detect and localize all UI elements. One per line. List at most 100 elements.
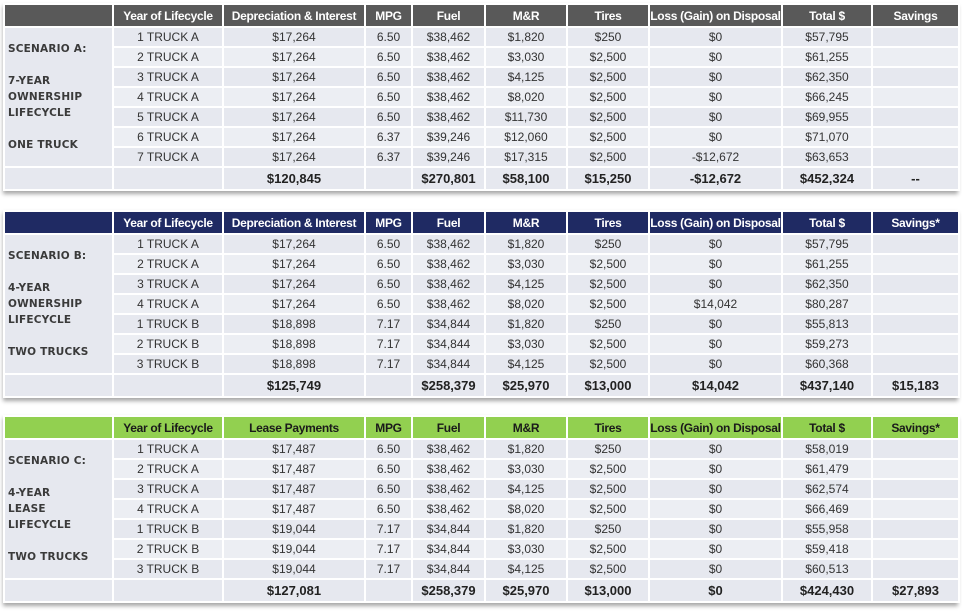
table-cell: $2,500 — [566, 273, 650, 295]
table-cell: $17,264 — [222, 46, 366, 68]
total-cell: $15,250 — [566, 166, 650, 191]
table-cell: $0 — [648, 538, 783, 560]
table-cell: 2 TRUCK A — [112, 458, 224, 480]
table-cell: $2,500 — [566, 333, 650, 355]
scenario-label-line: SCENARIO B: — [8, 250, 87, 262]
totals-label-cell — [3, 166, 114, 191]
table-row: 2 TRUCK A $17,264 6.50 $38,462 $3,030 $2,500 $… — [4, 253, 960, 275]
table-cell: $0 — [648, 558, 783, 580]
table-cell: $0 — [648, 26, 783, 48]
column-header: Tires — [566, 415, 650, 440]
table-cell: $2,500 — [566, 498, 650, 520]
total-cell: $452,324 — [781, 166, 873, 191]
column-header: Lease Payments — [222, 415, 366, 440]
table-cell: $17,264 — [222, 233, 366, 255]
totals-label-cell — [3, 578, 114, 603]
table-cell: 6.50 — [364, 66, 413, 88]
table-cell: $17,315 — [484, 146, 568, 168]
table-cell: $250 — [566, 313, 650, 335]
table-cell: 7.17 — [364, 313, 413, 335]
table-cell: $61,255 — [781, 253, 873, 275]
table-cell: $38,462 — [411, 478, 486, 500]
scenario-label-line: SCENARIO C: — [8, 455, 87, 467]
table-cell: $17,487 — [222, 438, 366, 460]
table-cell: $250 — [566, 518, 650, 540]
table-cell: $0 — [648, 438, 783, 460]
column-header: Total $ — [781, 210, 873, 235]
table-cell: $69,955 — [781, 106, 873, 128]
table-cell: $38,462 — [411, 106, 486, 128]
table-cell: $17,264 — [222, 26, 366, 48]
table-cell: $17,487 — [222, 498, 366, 520]
table-cell: $2,500 — [566, 46, 650, 68]
table-cell — [871, 86, 960, 108]
table-cell: 2 TRUCK A — [112, 253, 224, 275]
table-cell: 2 TRUCK B — [112, 538, 224, 560]
table-row: 2 TRUCK A $17,487 6.50 $38,462 $3,030 $2,500 $… — [4, 458, 960, 480]
table-cell: $3,030 — [484, 46, 568, 68]
table-cell — [871, 498, 960, 520]
table-cell: $55,813 — [781, 313, 873, 335]
table-cell: $250 — [566, 438, 650, 460]
table-row: 4 TRUCK A $17,264 6.50 $38,462 $8,020 $2,500 $… — [4, 86, 960, 108]
table-row: 4 TRUCK A $17,264 6.50 $38,462 $8,020 $2,500 $… — [4, 293, 960, 315]
table-cell: 1 TRUCK A — [112, 26, 224, 48]
table-cell: $17,264 — [222, 66, 366, 88]
total-cell: $424,430 — [781, 578, 873, 603]
table-cell: $38,462 — [411, 46, 486, 68]
total-cell: $15,183 — [871, 373, 960, 398]
table-cell: $19,044 — [222, 518, 366, 540]
table-cell — [871, 233, 960, 255]
table-cell: $17,264 — [222, 293, 366, 315]
table-cell: 6.37 — [364, 146, 413, 168]
table-cell: $62,574 — [781, 478, 873, 500]
scenario-label-line: SCENARIO A: — [8, 43, 87, 55]
table-cell: 3 TRUCK B — [112, 353, 224, 375]
table-cell: 3 TRUCK A — [112, 273, 224, 295]
table-cell: 5 TRUCK A — [112, 106, 224, 128]
table-cell: 3 TRUCK A — [112, 478, 224, 500]
table-cell: $17,264 — [222, 273, 366, 295]
total-cell: $13,000 — [566, 578, 650, 603]
table-cell: $34,844 — [411, 313, 486, 335]
column-header: Tires — [566, 3, 650, 28]
scenario-label-line: LIFECYCLE — [8, 107, 72, 119]
table-cell — [871, 333, 960, 355]
table-row: 2 TRUCK A $17,264 6.50 $38,462 $3,030 $2,500 $… — [4, 46, 960, 68]
table-cell: $19,044 — [222, 558, 366, 580]
column-header: M&R — [484, 3, 568, 28]
table-cell: $0 — [648, 66, 783, 88]
table-cell: 3 TRUCK B — [112, 558, 224, 580]
scenario-a-table: Year of Lifecycle Depreciation & Interest… — [3, 3, 960, 191]
table-cell: 6 TRUCK A — [112, 126, 224, 148]
column-header: Savings — [871, 3, 960, 28]
scenario-label-line: OWNERSHIP — [8, 91, 83, 103]
table-cell: 6.50 — [364, 498, 413, 520]
table-cell — [871, 66, 960, 88]
table-cell: $34,844 — [411, 333, 486, 355]
table-cell: $3,030 — [484, 458, 568, 480]
table-cell: $1,820 — [484, 438, 568, 460]
scenario-c-table: Year of Lifecycle Lease Payments MPG Fuel M&… — [3, 415, 960, 603]
table-cell: $4,125 — [484, 558, 568, 580]
table-cell: $34,844 — [411, 518, 486, 540]
table-cell: 6.50 — [364, 273, 413, 295]
table-cell: $55,958 — [781, 518, 873, 540]
table-cell: $80,287 — [781, 293, 873, 315]
table-cell: 2 TRUCK A — [112, 46, 224, 68]
table-cell: -$12,672 — [648, 146, 783, 168]
table-cell: $66,245 — [781, 86, 873, 108]
table-cell: $17,487 — [222, 478, 366, 500]
table-row: SCENARIO A: 7-YEAR OWNERSHIP LIFECYCLE ONE T… — [3, 26, 960, 168]
table-cell: $0 — [648, 233, 783, 255]
table-cell: $60,513 — [781, 558, 873, 580]
column-header: Loss (Gain) on Disposal — [648, 415, 783, 440]
table-cell — [871, 46, 960, 68]
column-header: Depreciation & Interest — [222, 210, 366, 235]
scenario-a-label: SCENARIO A: 7-YEAR OWNERSHIP LIFECYCLE ONE T… — [3, 26, 114, 168]
cost-table: Year of Lifecycle Lease Payments MPG Fuel M&… — [3, 415, 960, 603]
total-cell: $13,000 — [566, 373, 650, 398]
table-cell: $2,500 — [566, 458, 650, 480]
table-cell: 6.50 — [364, 46, 413, 68]
table-cell: $0 — [648, 313, 783, 335]
